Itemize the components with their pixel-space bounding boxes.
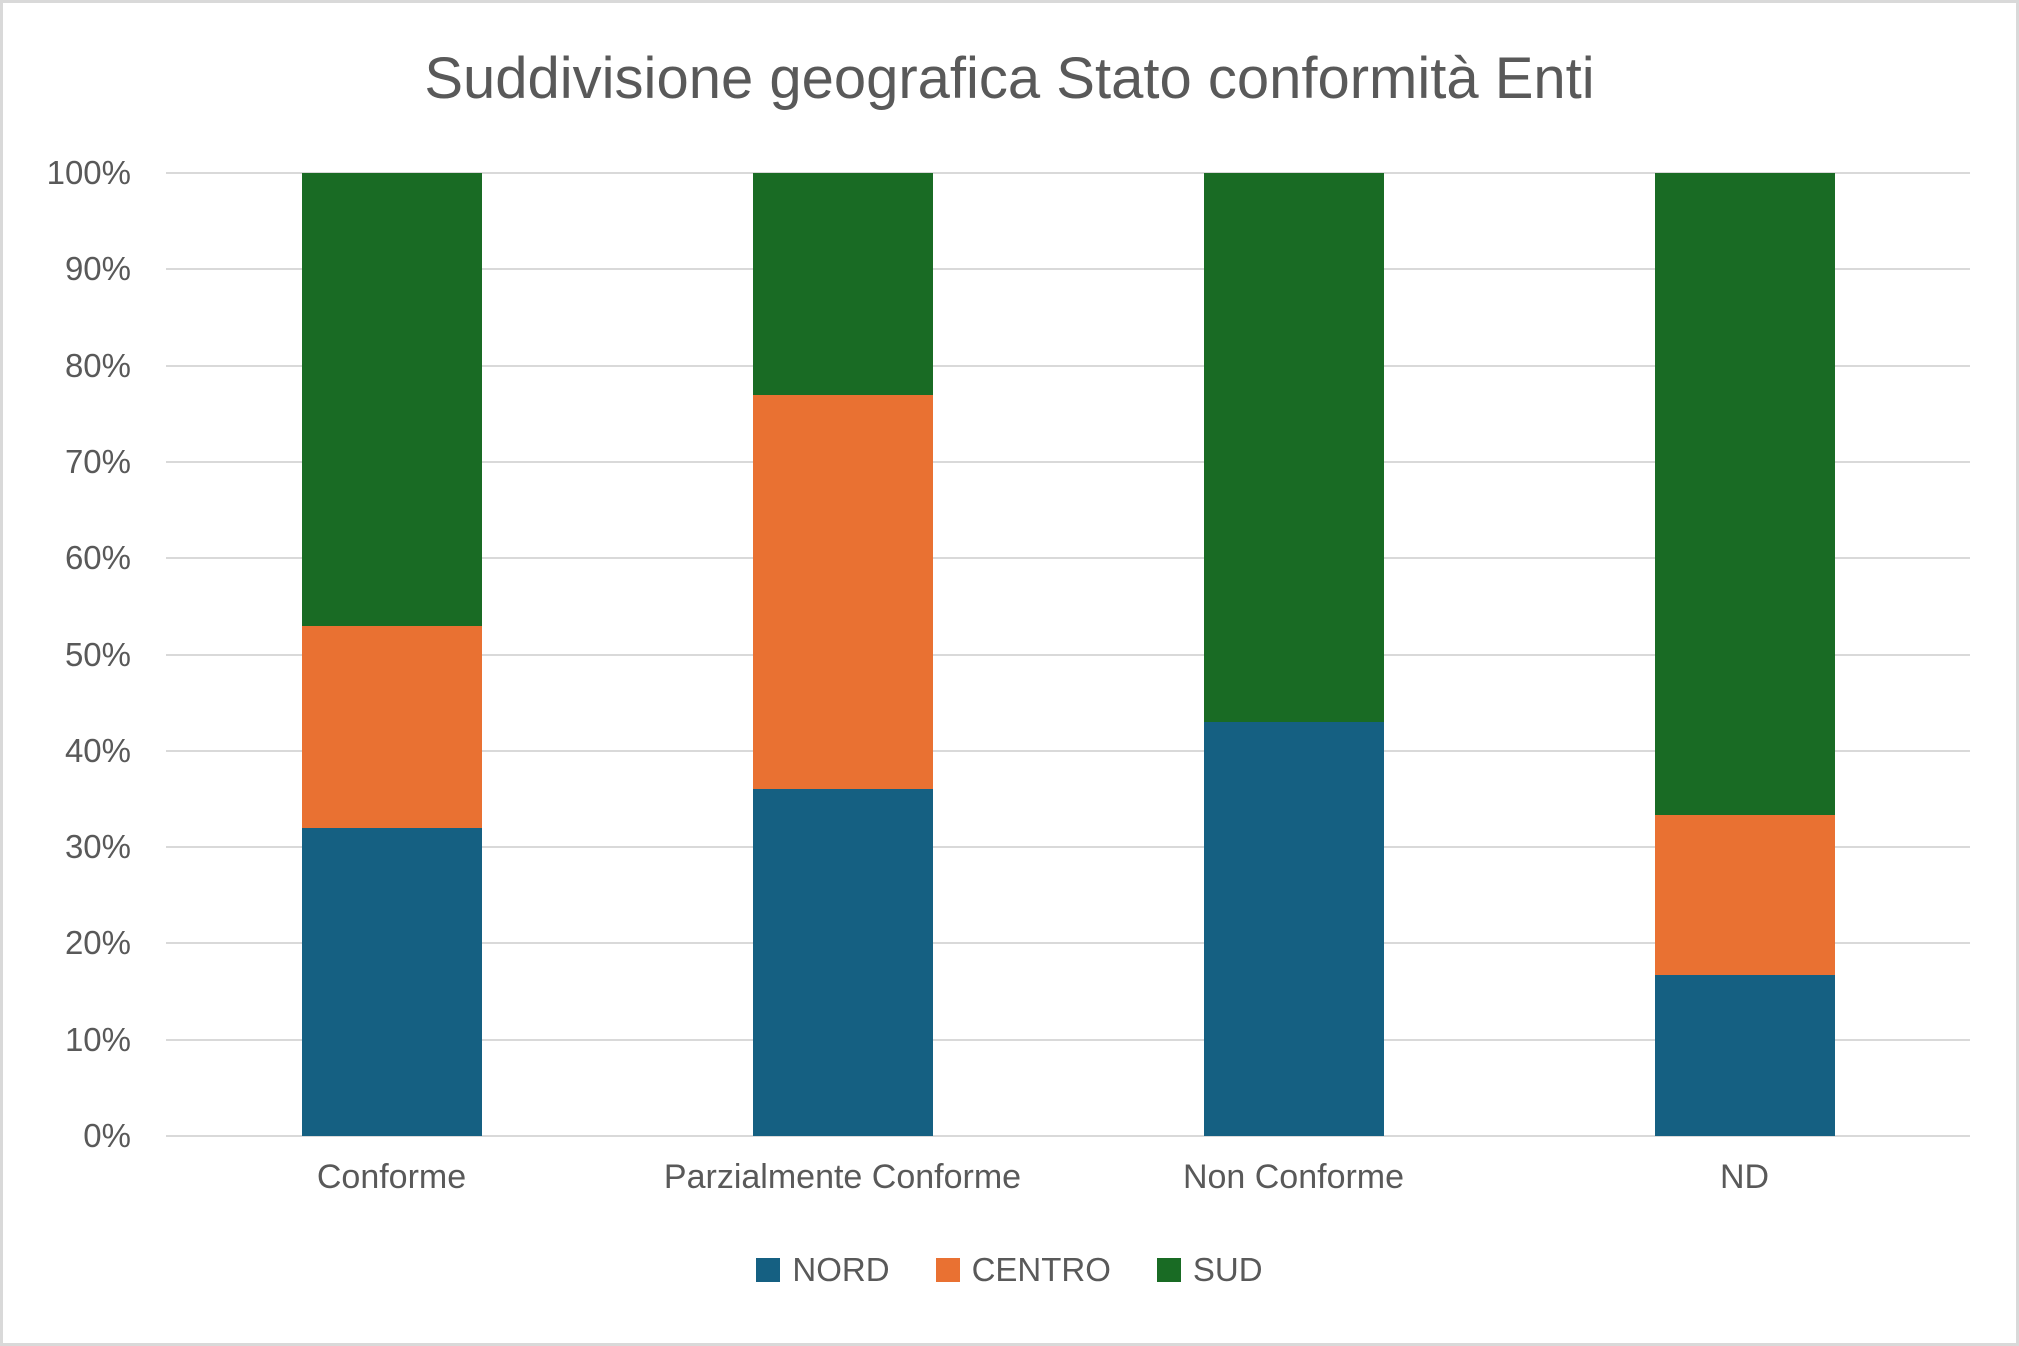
legend-item-nord: NORD: [756, 1251, 890, 1289]
gridline-90%: [166, 268, 1970, 271]
y-tick-label: 40%: [64, 731, 131, 769]
plot-area: [166, 172, 1970, 1137]
gridline-100%: [166, 172, 1970, 174]
legend-item-centro: CENTRO: [935, 1251, 1111, 1289]
gridline-30%: [166, 846, 1970, 849]
y-tick-label: 20%: [64, 924, 131, 962]
y-tick-label: 70%: [64, 442, 131, 480]
segment-nord: [1654, 975, 1835, 1136]
segment-centro: [301, 625, 482, 828]
segment-centro: [752, 394, 933, 790]
gridline-70%: [166, 460, 1970, 463]
segment-nord: [301, 827, 482, 1136]
legend-swatch-nord: [756, 1258, 781, 1282]
legend: NORD CENTRO SUD: [3, 1251, 2016, 1289]
segment-nord: [1203, 721, 1384, 1136]
y-tick-label: 90%: [64, 250, 131, 288]
legend-label-nord: NORD: [792, 1251, 890, 1288]
bar-parzialmente-conforme: [752, 173, 933, 1136]
segment-sud: [752, 173, 933, 395]
legend-swatch-centro: [935, 1258, 960, 1282]
gridline-40%: [166, 749, 1970, 752]
gridline-20%: [166, 942, 1970, 945]
gridline-10%: [166, 1038, 1970, 1041]
y-tick-label: 0%: [83, 1117, 131, 1154]
y-tick-label: 10%: [64, 1020, 131, 1058]
segment-sud: [1203, 173, 1384, 722]
bar-nd: [1654, 173, 1835, 1136]
gridline-80%: [166, 364, 1970, 367]
x-axis-label-parzialmente-conforme: Parzialmente Conforme: [663, 1158, 1022, 1196]
segment-centro: [1654, 815, 1835, 976]
legend-swatch-sud: [1156, 1258, 1181, 1282]
y-tick-label: 30%: [64, 828, 131, 866]
y-tick-label: 100%: [46, 154, 131, 191]
bar-conforme: [301, 173, 482, 1136]
gridline-60%: [166, 557, 1970, 560]
y-tick-label: 60%: [64, 539, 131, 577]
x-axis-label-conforme: Conforme: [316, 1158, 467, 1196]
gridline-0%: [166, 1135, 1970, 1137]
gridline-50%: [166, 653, 1970, 656]
legend-label-sud: SUD: [1192, 1251, 1263, 1288]
bar-non-conforme: [1203, 173, 1384, 1136]
segment-sud: [301, 173, 482, 626]
x-axis-label-non-conforme: Non Conforme: [1182, 1158, 1405, 1196]
legend-label-centro: CENTRO: [971, 1251, 1111, 1288]
x-axis-label-nd: ND: [1719, 1158, 1770, 1196]
y-tick-label: 50%: [64, 635, 131, 673]
segment-nord: [752, 789, 933, 1136]
segment-sud: [1654, 173, 1835, 816]
chart-title: Suddivisione geografica Stato conformità…: [424, 46, 1595, 111]
legend-item-sud: SUD: [1156, 1251, 1263, 1289]
y-tick-label: 80%: [64, 346, 131, 384]
